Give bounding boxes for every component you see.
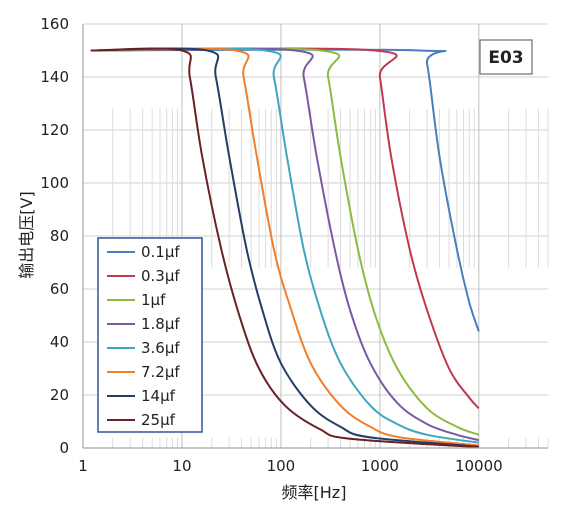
y-tick-label: 40 [50, 333, 69, 351]
y-tick-label: 20 [50, 386, 69, 404]
legend-label: 7.2μf [141, 363, 180, 381]
legend-label: 14μf [141, 387, 176, 405]
legend-label: 3.6μf [141, 339, 180, 357]
x-tick-label: 100 [267, 457, 296, 475]
x-tick-label: 1000 [361, 457, 399, 475]
y-tick-label: 80 [50, 227, 69, 245]
legend: 0.1μf 0.3μf 1μf 1.8μf 3.6μf 7.2μf 14μf 25μf [97, 237, 203, 433]
x-axis-title: 频率[Hz] [282, 483, 347, 502]
chart-badge: E03 [479, 39, 533, 75]
y-tick-label: 100 [40, 174, 69, 192]
series-line [90, 47, 479, 444]
series-line [90, 47, 480, 409]
series-line [90, 47, 479, 449]
y-tick-label: 120 [40, 121, 69, 139]
y-tick-label: 160 [40, 15, 69, 33]
y-tick-label: 0 [59, 439, 69, 457]
y-tick-label: 140 [40, 68, 69, 86]
series-line [90, 47, 480, 436]
y-tick-label: 60 [50, 280, 69, 298]
legend-label: 1μf [141, 291, 166, 309]
x-tick-label: 10000 [455, 457, 503, 475]
legend-label: 0.3μf [141, 267, 180, 285]
badge-box [479, 39, 533, 75]
series-lines [90, 47, 480, 449]
axes [82, 24, 548, 449]
x-tick-label: 10 [172, 457, 191, 475]
legend-label: 0.1μf [141, 243, 180, 261]
y-axis-title: 输出电压[V] [17, 191, 36, 278]
legend-label: 25μf [141, 411, 176, 429]
series-line [90, 47, 480, 442]
badge-label: E03 [488, 48, 523, 68]
legend-box [97, 237, 203, 433]
tick-labels: 0 20 40 60 80 100 120 140 160 1 10 100 1000 10000 [40, 15, 502, 475]
series-line [90, 47, 479, 447]
x-tick-label: 1 [78, 457, 88, 475]
legend-label: 1.8μf [141, 315, 180, 333]
series-line [90, 47, 479, 448]
